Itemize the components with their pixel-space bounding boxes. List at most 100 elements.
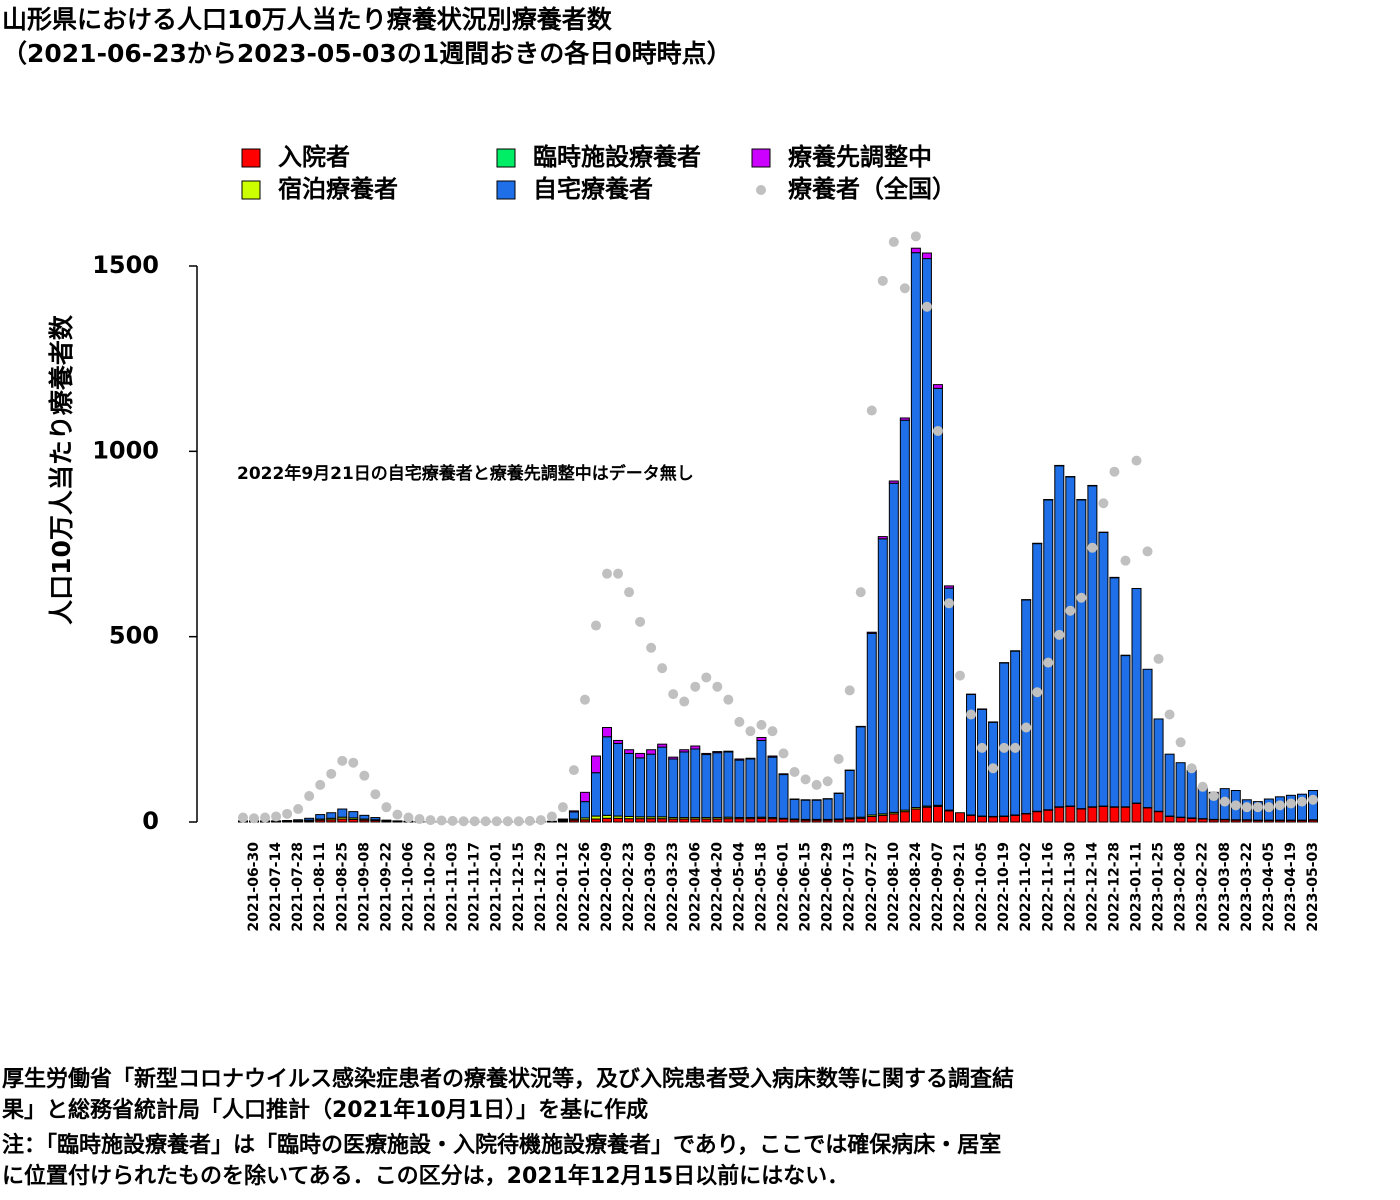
bar-segment <box>833 792 844 820</box>
bar-segment <box>701 752 712 756</box>
national-dot <box>734 716 745 727</box>
national-dot <box>657 663 668 674</box>
national-dot <box>1308 794 1318 805</box>
national-dot <box>1263 802 1274 813</box>
bar-segment <box>602 736 613 816</box>
x-tick-label: 2022-10-19 <box>996 842 1012 932</box>
legend-label: 入院者 <box>278 143 350 171</box>
bar-segment <box>1142 807 1153 823</box>
national-dot <box>1120 555 1131 566</box>
bar-segment <box>613 817 624 823</box>
chart-subtitle: （2021-06-23から2023-05-03の1週間おきの各日0時時点） <box>2 39 732 68</box>
bar-segment <box>756 739 767 818</box>
bar-segment <box>877 538 888 815</box>
bar-segment <box>602 726 613 738</box>
x-tick-label: 2022-04-20 <box>709 842 725 932</box>
national-dot <box>1197 781 1208 792</box>
bar-segment <box>1021 599 1032 814</box>
bar-segment <box>1087 485 1098 808</box>
legend-marker <box>496 180 516 200</box>
bar-segment <box>899 419 910 811</box>
national-dot <box>789 766 800 777</box>
national-dot <box>1208 791 1219 802</box>
bar-segment <box>646 818 657 823</box>
bar-segment <box>866 815 877 823</box>
national-dot <box>1252 802 1263 813</box>
bar-segment <box>293 819 304 822</box>
bar-segment <box>888 813 899 823</box>
bar-segment <box>955 812 966 823</box>
national-dot <box>1109 466 1120 477</box>
national-dot <box>888 236 899 247</box>
bar-segment <box>877 814 888 823</box>
bar-segment <box>635 818 646 823</box>
x-tick-label: 2022-03-23 <box>665 842 681 932</box>
bar-segment <box>590 772 601 817</box>
bar-segment <box>943 810 954 823</box>
bar-segment <box>745 758 756 819</box>
bar-segment <box>381 819 392 822</box>
bar-segment <box>657 743 668 748</box>
x-tick-label: 2022-06-29 <box>820 842 836 932</box>
bar-segment <box>657 818 668 823</box>
x-tick-label: 2021-12-15 <box>511 842 527 932</box>
national-dot <box>679 696 690 707</box>
national-dot <box>557 802 568 813</box>
bar-segment <box>1197 787 1208 820</box>
bar-segment <box>756 736 767 741</box>
bar-segment <box>1296 793 1307 821</box>
bar-segment <box>977 708 988 817</box>
national-dot <box>910 231 921 242</box>
national-dot <box>1131 455 1142 466</box>
bar-segment <box>723 750 734 753</box>
x-tick-label: 2022-05-04 <box>731 842 747 932</box>
legend-label: 自宅療養者 <box>533 175 653 203</box>
x-tick-label: 2022-09-21 <box>952 842 968 932</box>
bar-segment <box>602 817 613 823</box>
bar-segment <box>690 745 701 750</box>
bar-segment <box>855 817 866 823</box>
national-dot <box>1098 498 1109 509</box>
bar-segment <box>635 752 646 759</box>
bar-segment <box>568 811 579 820</box>
bar-segment <box>646 753 657 818</box>
bar-segment <box>778 773 789 776</box>
x-tick-label: 2022-04-06 <box>687 842 703 932</box>
x-tick-label: 2022-08-10 <box>886 842 902 932</box>
bar-segment <box>932 384 943 389</box>
bar-segment <box>1098 532 1109 807</box>
national-dot <box>1021 722 1032 733</box>
national-dot <box>866 405 877 416</box>
x-tick-label: 2022-01-26 <box>577 842 593 932</box>
bar-segment <box>988 816 999 823</box>
national-dot <box>1164 709 1175 720</box>
y-tick-label: 500 <box>109 622 159 650</box>
national-dot <box>403 812 414 823</box>
bar-segment <box>1065 476 1076 807</box>
bar-segment <box>734 818 745 823</box>
national-dot <box>579 694 590 705</box>
annotation: 2022年9月21日の自宅療養者と療養先調整中はデータ無し <box>237 463 694 484</box>
national-dot <box>1241 802 1252 813</box>
national-dot <box>590 620 601 631</box>
bar-segment <box>767 756 778 819</box>
note: 注：「臨時施設療養者」は「臨時の医療施設・入院待機施設療養者」であり，ここでは確… <box>2 1132 1001 1158</box>
national-dot <box>701 672 712 683</box>
national-dot <box>315 779 326 790</box>
bar-segment <box>1032 811 1043 823</box>
bar-segment <box>866 631 877 634</box>
national-dot <box>844 685 855 696</box>
national-dot <box>877 275 888 286</box>
bar-segment <box>921 258 932 807</box>
x-tick-label: 2023-01-11 <box>1129 842 1145 932</box>
bar-segment <box>943 587 954 811</box>
bar-segment <box>668 758 679 819</box>
bar-segment <box>866 632 877 816</box>
bar-segment <box>723 751 734 818</box>
bar-segment <box>789 798 800 820</box>
bar-segment <box>690 748 701 819</box>
national-dot <box>943 598 954 609</box>
bar-segment <box>1308 789 1318 821</box>
national-dot <box>646 642 657 653</box>
bar-segment <box>635 757 646 818</box>
